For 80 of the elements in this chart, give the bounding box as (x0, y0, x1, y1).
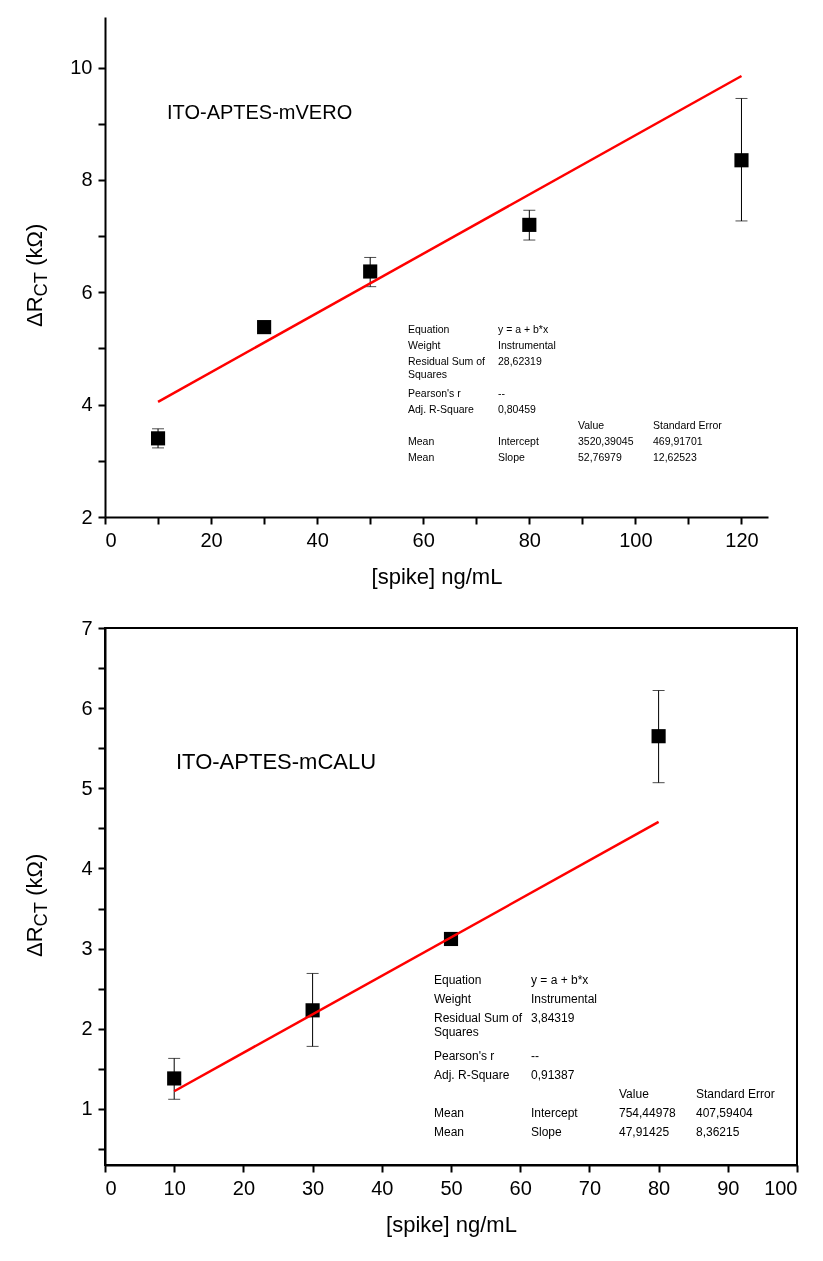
annotation: y = a + b*x (531, 973, 589, 987)
annotation: -- (531, 1049, 539, 1063)
annotation: Pearson's r (408, 387, 462, 399)
annotation: Weight (408, 339, 441, 351)
annotation: 3520,39045 (578, 435, 634, 447)
x-tick-label: 50 (440, 1176, 463, 1199)
point (734, 153, 749, 168)
annotation: Instrumental (498, 339, 556, 351)
annotation: Adj. R-Square (434, 1068, 510, 1082)
y-tick-label: 5 (81, 776, 93, 799)
y-tick-label: 6 (81, 696, 93, 719)
annotation: Mean (408, 435, 435, 447)
annotation: Standard Error (696, 1087, 775, 1101)
point (651, 729, 666, 744)
x-tick-label: 40 (371, 1176, 394, 1199)
annotation: Pearson's r (434, 1049, 495, 1063)
x-tick-label: 80 (518, 528, 541, 551)
x-tick-label: 20 (232, 1176, 256, 1199)
point (167, 1071, 182, 1086)
y-tick-label: 8 (81, 168, 93, 191)
annotation: 47,91425 (619, 1125, 670, 1139)
annotation: Value (578, 419, 605, 431)
annotation: Weight (434, 992, 472, 1006)
x-tick-label: 60 (412, 528, 435, 551)
y-tick-label: 7 (81, 616, 93, 639)
point (522, 217, 537, 232)
y-tick-label: 2 (81, 505, 93, 528)
x-tick-label: 10 (163, 1176, 186, 1199)
annotation: 407,59404 (696, 1106, 754, 1120)
annotation: Intercept (498, 435, 539, 447)
x-tick-label: 120 (725, 528, 759, 551)
annotation: ITO-APTES-mCALU (176, 749, 377, 774)
annotation: 12,62523 (653, 451, 697, 463)
point (257, 320, 272, 335)
annotation: Instrumental (531, 992, 598, 1006)
annotation: Standard Error (653, 419, 723, 431)
x-tick-label: 60 (509, 1176, 532, 1199)
annotation: 754,44978 (619, 1106, 677, 1120)
point (363, 264, 378, 279)
annotation: 469,91701 (653, 435, 703, 447)
annotation: Slope (498, 451, 526, 463)
annotation: Mean (408, 451, 435, 463)
y-tick-label: 10 (70, 56, 93, 79)
x-axis-title: [spike] ng/mL (371, 563, 503, 589)
annotation: Slope (531, 1125, 563, 1139)
x-axis-title: [spike] ng/mL (386, 1211, 517, 1237)
annotation: Intercept (531, 1106, 579, 1120)
annotation: Adj. R-Square (408, 403, 475, 415)
annotation: Value (619, 1087, 650, 1101)
annotation: ITO-APTES-mVERO (167, 101, 353, 123)
annotation: -- (498, 387, 506, 399)
annotation: y = a + b*x (498, 323, 549, 335)
annotation: 8,36215 (696, 1125, 740, 1139)
y-tick-label: 4 (81, 393, 93, 416)
annotation: 3,84319 (531, 1011, 575, 1025)
y-tick-label: 6 (81, 280, 93, 303)
annotation: 0,91387 (531, 1068, 575, 1082)
x-tick-label: 40 (306, 528, 329, 551)
annotation: Equation (434, 973, 482, 987)
x-tick-label: 100 (619, 528, 653, 551)
annotation: Mean (434, 1106, 465, 1120)
y-tick-label: 2 (81, 1017, 93, 1040)
annotation: Equation (408, 323, 450, 335)
annotation: 28,62319 (498, 355, 542, 367)
annotation: Mean (434, 1125, 465, 1139)
x-tick-label: 80 (647, 1176, 671, 1199)
y-tick-label: 4 (81, 856, 93, 879)
annotation: 52,76979 (578, 451, 622, 463)
x-tick-label: 30 (301, 1176, 325, 1199)
annotation: Residual Sum of Squares (408, 355, 486, 380)
x-tick-label: 0 (105, 1176, 117, 1199)
x-tick-label: 0 (105, 528, 117, 551)
x-tick-label: 90 (717, 1176, 740, 1199)
y-tick-label: 1 (81, 1097, 93, 1120)
x-tick-label: 70 (578, 1176, 602, 1199)
x-tick-label: 20 (200, 528, 223, 551)
annotation: Residual Sum of Squares (434, 1011, 523, 1040)
y-tick-label: 3 (81, 937, 93, 960)
x-tick-label: 100 (764, 1176, 798, 1199)
annotation: 0,80459 (498, 403, 537, 415)
